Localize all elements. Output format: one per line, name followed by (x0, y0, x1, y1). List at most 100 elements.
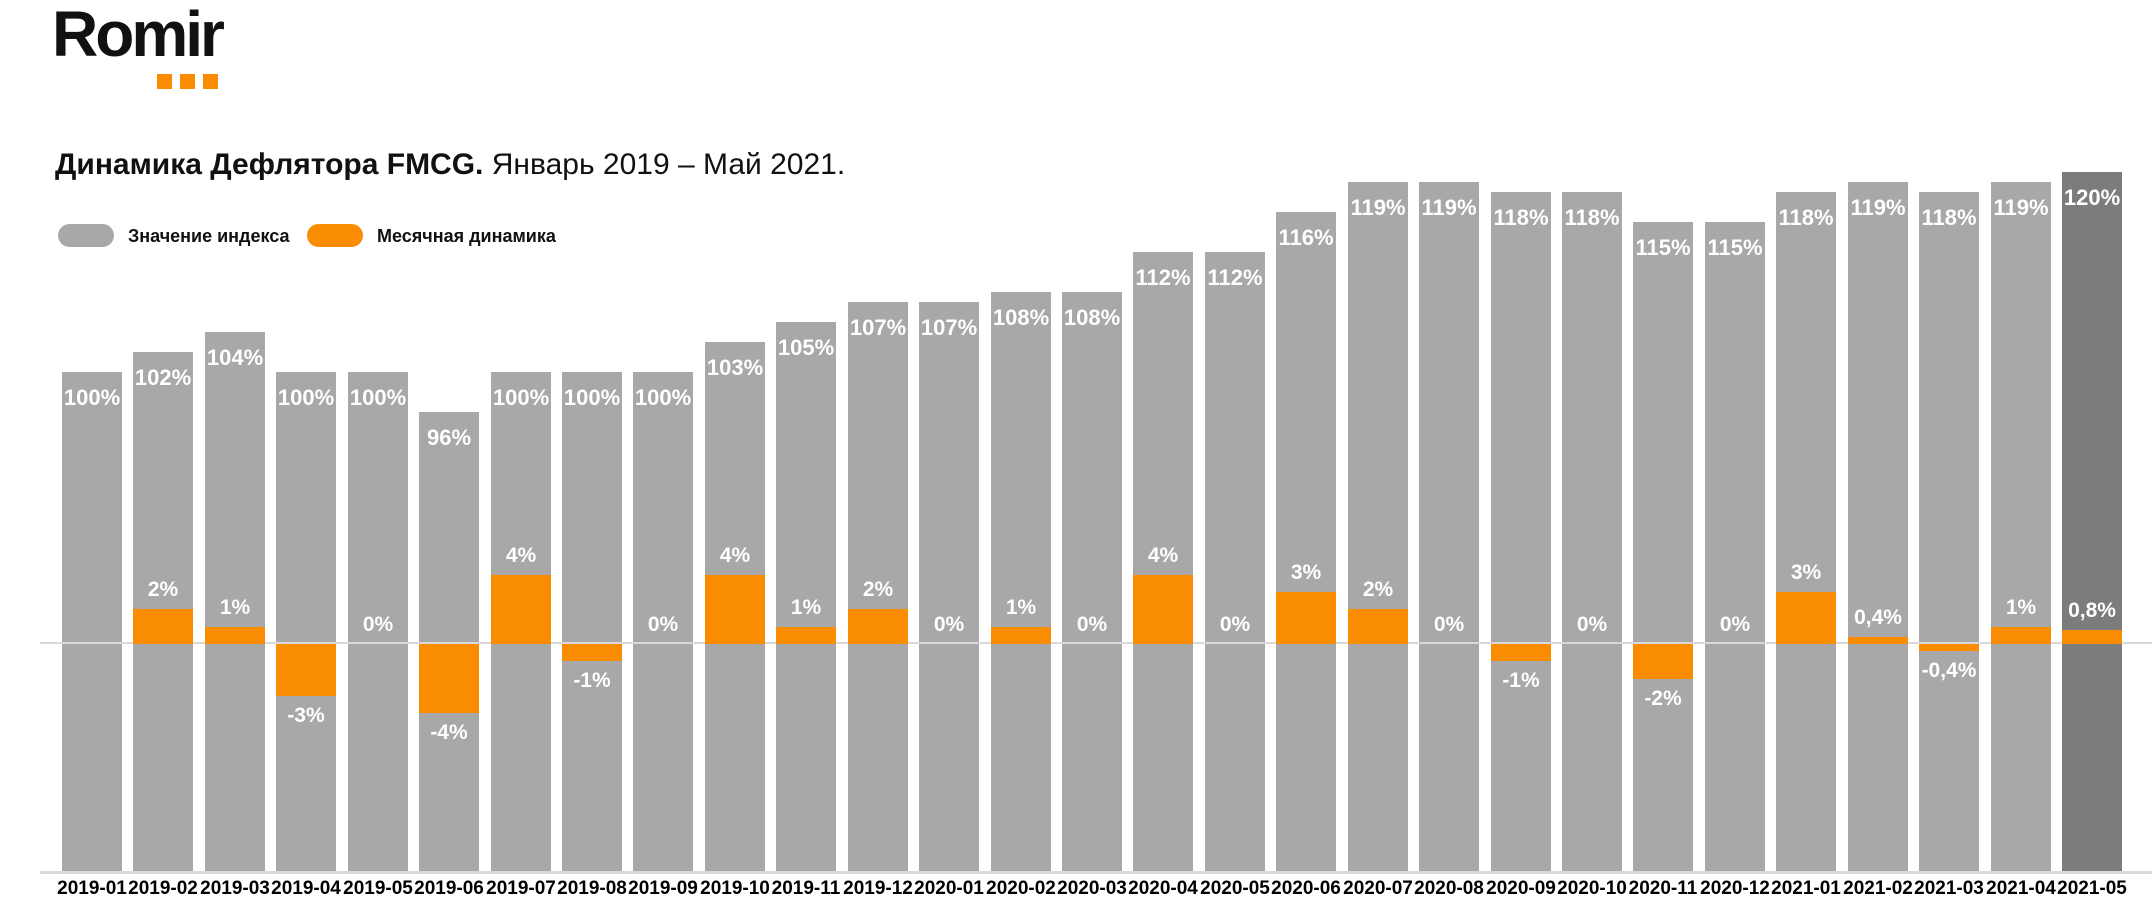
index-bar (1919, 192, 1979, 871)
index-bar (1062, 292, 1122, 871)
index-bar (1633, 222, 1693, 871)
dynamics-bar (205, 627, 265, 644)
romir-logo-text: Romir (52, 0, 225, 70)
index-bar (62, 372, 122, 871)
index-bar (419, 412, 479, 871)
index-value-label: 100% (277, 385, 335, 410)
index-value-label: 119% (1850, 195, 1906, 220)
index-bar (991, 292, 1051, 871)
chart-title-period: Январь 2019 – Май 2021. (491, 148, 846, 181)
dynamics-value-label: -1% (1502, 669, 1540, 692)
index-value-label: 118% (1778, 205, 1834, 230)
index-value-label: 100% (492, 385, 550, 410)
x-axis-label: 2019-06 (414, 878, 484, 899)
dynamics-value-label: 4% (719, 544, 751, 567)
x-axis-label: 2019-02 (128, 878, 198, 899)
index-value-label: 112% (1135, 265, 1191, 290)
index-bar (633, 372, 693, 871)
dynamics-bar (133, 609, 193, 644)
dynamics-value-label: 2% (147, 578, 179, 601)
index-bar (1562, 192, 1622, 871)
index-bar (1848, 182, 1908, 871)
index-bar (205, 332, 265, 871)
x-axis-label: 2020-04 (1128, 878, 1198, 899)
dynamics-bar (1776, 592, 1836, 644)
index-value-label: 103% (706, 355, 764, 380)
x-axis-label: 2019-09 (628, 878, 698, 899)
dynamics-value-label: 2% (1362, 578, 1394, 601)
x-axis-label: 2019-10 (700, 878, 770, 899)
x-axis-label: 2020-09 (1486, 878, 1556, 899)
index-value-label: 100% (63, 385, 121, 410)
dynamics-bar (776, 627, 836, 644)
x-axis-label: 2020-01 (914, 878, 984, 899)
x-axis-label: 2019-05 (343, 878, 413, 899)
dynamics-bar (1919, 644, 1979, 651)
x-axis-label: 2021-01 (1771, 878, 1841, 899)
dynamics-value-label: -1% (573, 669, 611, 692)
logo-orange-square (203, 74, 218, 89)
index-value-label: 120% (2063, 185, 2121, 210)
dynamics-value-label: 0% (362, 613, 394, 636)
dynamics-bar (1491, 644, 1551, 661)
x-axis-label: 2020-02 (986, 878, 1056, 899)
dynamics-bar (2062, 630, 2122, 644)
index-bar (1419, 182, 1479, 871)
dynamics-value-label: 0% (1076, 613, 1108, 636)
index-bar (1491, 192, 1551, 871)
index-bar (562, 372, 622, 871)
dynamics-bar (1848, 637, 1908, 644)
index-value-label: 100% (563, 385, 621, 410)
romir-logo: Romir (52, 2, 312, 102)
index-value-label: 105% (777, 335, 835, 360)
index-value-label: 116% (1278, 225, 1334, 250)
logo-orange-square (180, 74, 195, 89)
legend-label-index: Значение индекса (128, 226, 290, 246)
zero-axis-line (40, 642, 2152, 644)
index-value-label: 115% (1707, 235, 1763, 260)
index-value-label: 104% (206, 345, 264, 370)
x-axis-label: 2020-05 (1200, 878, 1270, 899)
index-bar (848, 302, 908, 871)
index-bar (776, 322, 836, 871)
x-axis-label: 2019-04 (271, 878, 341, 899)
dynamics-bar (1633, 644, 1693, 679)
x-axis-label: 2021-05 (2057, 878, 2127, 899)
dynamics-bar (419, 644, 479, 713)
dynamics-bar (1348, 609, 1408, 644)
dynamics-bar (1133, 575, 1193, 644)
x-axis-label: 2020-07 (1343, 878, 1413, 899)
dynamics-value-label: 0% (1219, 613, 1251, 636)
chart-title-main: Динамика Дефлятора FMCG. (55, 148, 484, 181)
x-axis-label: 2019-11 (771, 878, 841, 899)
x-axis-label: 2021-04 (1986, 878, 2056, 899)
index-bar (1991, 182, 2051, 871)
dynamics-value-label: 0% (1719, 613, 1751, 636)
legend-swatch-dynamics (307, 224, 363, 247)
index-bar (276, 372, 336, 871)
dynamics-bar (562, 644, 622, 661)
x-axis-label: 2020-08 (1414, 878, 1484, 899)
index-value-label: 108% (992, 305, 1050, 330)
index-value-label: 118% (1493, 205, 1549, 230)
legend-label-dynamics: Месячная динамика (377, 226, 556, 246)
x-axis-label: 2020-03 (1057, 878, 1127, 899)
x-axis-label: 2019-01 (57, 878, 127, 899)
index-bar (1705, 222, 1765, 871)
bottom-axis-line (40, 871, 2152, 874)
dynamics-bar (1276, 592, 1336, 644)
index-bar (1133, 252, 1193, 871)
dynamics-bar (1991, 627, 2051, 644)
x-axis-label: 2021-02 (1843, 878, 1913, 899)
dynamics-value-label: 0,8% (2068, 599, 2116, 622)
x-axis-label: 2020-12 (1700, 878, 1770, 899)
dynamics-value-label: 0% (647, 613, 679, 636)
index-value-label: 100% (634, 385, 692, 410)
index-value-label: 108% (1063, 305, 1121, 330)
x-axis-label: 2019-12 (843, 878, 913, 899)
index-bar (1276, 212, 1336, 871)
dynamics-value-label: 1% (2005, 596, 2037, 619)
index-bar (2062, 172, 2122, 871)
